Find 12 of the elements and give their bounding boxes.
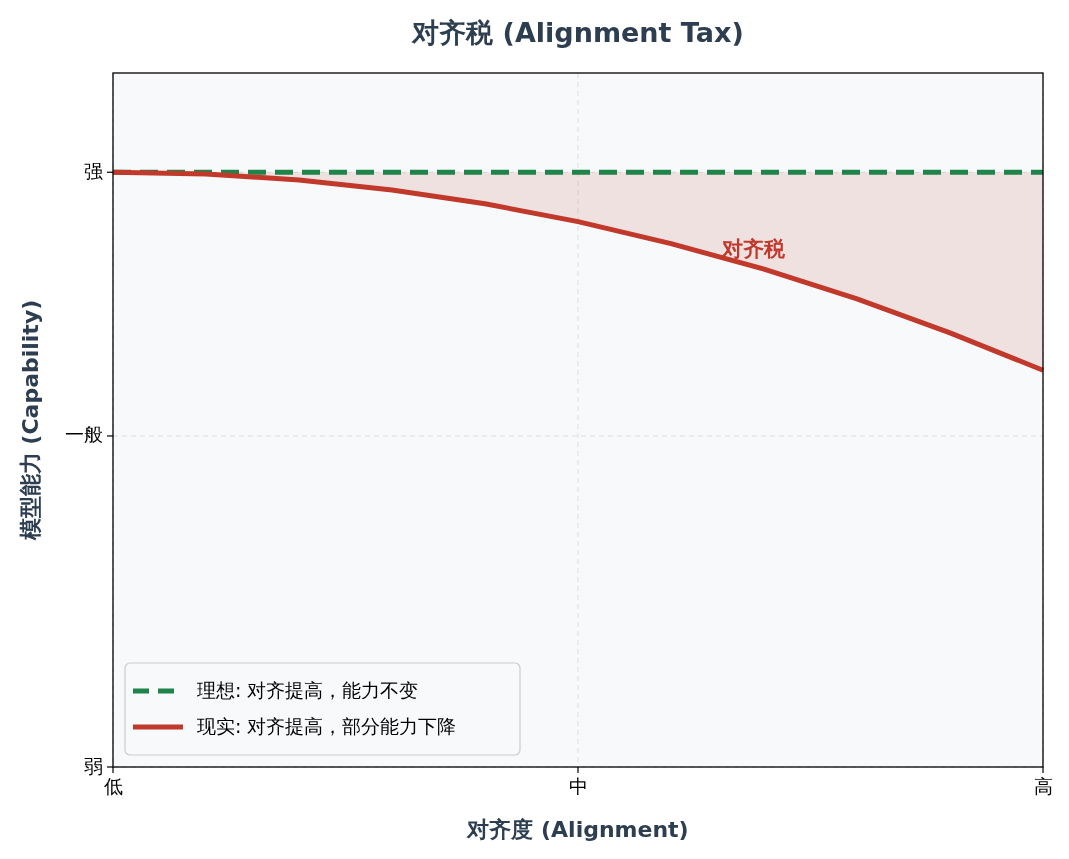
chart-title: 对齐税 (Alignment Tax) — [411, 17, 744, 48]
x-tick-label: 高 — [1033, 775, 1053, 797]
x-axis-title: 对齐度 (Alignment) — [466, 817, 689, 842]
text: 一般 — [65, 423, 103, 446]
x-tick-label: 低 — [103, 775, 123, 797]
legend-label: 理想: 对齐提高，能力不变 — [197, 678, 419, 701]
text: 强 — [84, 159, 103, 182]
text: 弱 — [84, 754, 103, 777]
legend-label: 现实: 对齐提高，部分能力下降 — [197, 714, 457, 737]
y-axis-title: 模型能力 (Capability) — [18, 299, 43, 542]
x-tick-label: 中 — [568, 775, 588, 797]
annotation: 对齐税 — [721, 236, 787, 261]
